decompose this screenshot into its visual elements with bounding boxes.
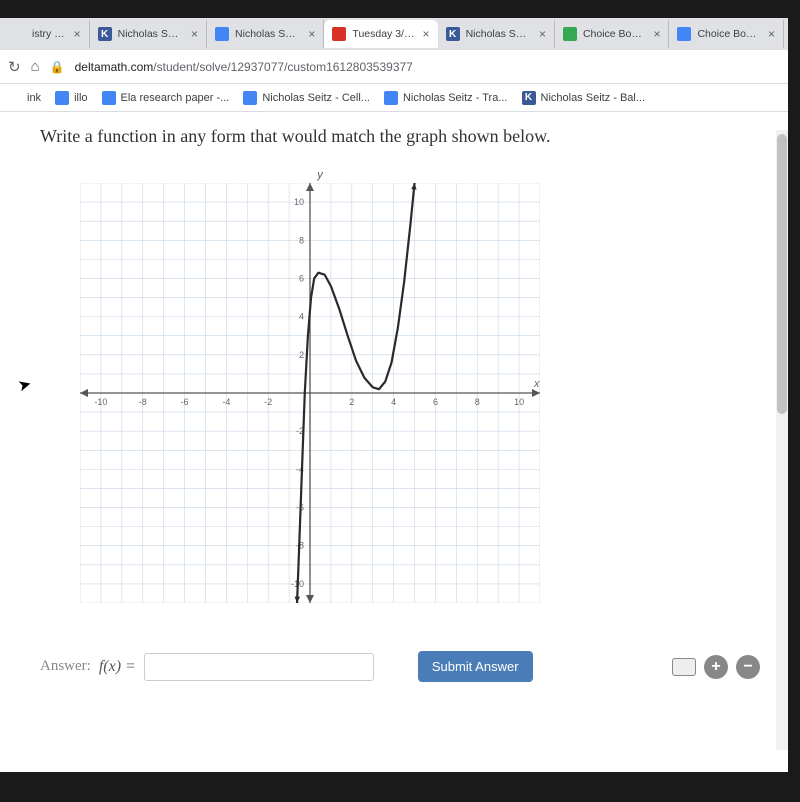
tab-close-icon[interactable]: × <box>423 27 430 41</box>
answer-fx-prefix: f(x) = <box>99 658 136 676</box>
page-content: Write a function in any form that would … <box>0 112 788 772</box>
tab-label: istry - 4 <box>32 28 66 40</box>
tab-favicon: K <box>446 27 460 41</box>
lock-icon: 🔒 <box>50 60 65 74</box>
tab-label: Nicholas Seitz <box>466 28 531 40</box>
tab-close-icon[interactable]: × <box>191 27 198 41</box>
tab-favicon <box>215 27 229 41</box>
browser-tab[interactable]: K Nicholas Seitz × <box>90 20 207 48</box>
tab-close-icon[interactable]: × <box>539 27 546 41</box>
svg-text:4: 4 <box>299 312 304 322</box>
bookmark-item[interactable]: ink <box>8 91 41 105</box>
bookmark-label: Nicholas Seitz - Cell... <box>262 92 370 104</box>
bookmark-favicon <box>243 91 257 105</box>
answer-row: Answer: f(x) = Submit Answer + − <box>40 651 760 682</box>
svg-text:-6: -6 <box>181 397 189 407</box>
browser-tab[interactable]: Choice Board × <box>555 20 670 48</box>
svg-text:2: 2 <box>299 350 304 360</box>
answer-input[interactable] <box>144 653 374 681</box>
y-axis-label: y <box>80 169 550 181</box>
bookmark-item[interactable]: K Nicholas Seitz - Bal... <box>522 91 646 105</box>
browser-tab[interactable]: Nicholas Seitz × <box>207 20 324 48</box>
svg-text:8: 8 <box>475 397 480 407</box>
bookmark-item[interactable]: Nicholas Seitz - Tra... <box>384 91 508 105</box>
browser-chrome: istry - 4×KNicholas Seitz×Nicholas Seitz… <box>0 18 788 772</box>
svg-text:-4: -4 <box>222 397 230 407</box>
svg-text:10: 10 <box>294 197 304 207</box>
bookmark-label: ink <box>27 92 41 104</box>
tab-close-icon[interactable]: × <box>653 27 660 41</box>
tab-favicon <box>563 27 577 41</box>
vertical-scrollbar[interactable] <box>776 130 788 750</box>
tab-label: Choice Board <box>697 28 760 40</box>
bookmark-item[interactable]: Nicholas Seitz - Cell... <box>243 91 370 105</box>
svg-text:10: 10 <box>514 397 524 407</box>
svg-text:6: 6 <box>299 273 304 283</box>
svg-text:-2: -2 <box>264 397 272 407</box>
tab-favicon: K <box>98 27 112 41</box>
svg-text:-10: -10 <box>94 397 107 407</box>
browser-tab[interactable]: Choice Board × <box>669 20 784 48</box>
bookmark-favicon <box>55 91 69 105</box>
keyboard-icon[interactable] <box>672 658 696 676</box>
minus-icon[interactable]: − <box>736 655 760 679</box>
address-url[interactable]: deltamath.com/student/solve/12937077/cus… <box>75 60 413 74</box>
scrollbar-thumb[interactable] <box>777 134 787 414</box>
tab-label: Tuesday 3/16 <box>352 28 414 40</box>
bookmarks-bar: ink illo Ela research paper -... Nicholas S… <box>0 84 788 112</box>
bookmark-label: Nicholas Seitz - Bal... <box>541 92 646 104</box>
home-icon[interactable]: ⌂ <box>31 58 40 75</box>
tab-label: Nicholas Seitz <box>118 28 183 40</box>
bookmark-item[interactable]: illo <box>55 91 87 105</box>
tab-close-icon[interactable]: × <box>768 27 775 41</box>
tab-favicon <box>332 27 346 41</box>
browser-tab[interactable]: K Nicholas Seitz × <box>438 20 555 48</box>
graph-container: y -10-8-6-4-2246810-10-8-6-4-2246810x <box>80 169 550 603</box>
bookmark-favicon <box>384 91 398 105</box>
reload-icon[interactable]: ↻ <box>8 58 21 76</box>
tab-favicon <box>677 27 691 41</box>
question-prompt: Write a function in any form that would … <box>40 126 760 147</box>
address-bar-row: ↻ ⌂ 🔒 deltamath.com/student/solve/129370… <box>0 50 788 84</box>
svg-text:6: 6 <box>433 397 438 407</box>
function-graph: -10-8-6-4-2246810-10-8-6-4-2246810x <box>80 183 540 603</box>
tab-strip: istry - 4×KNicholas Seitz×Nicholas Seitz… <box>0 18 788 50</box>
svg-text:x: x <box>533 378 540 390</box>
browser-tab[interactable]: Tuesday 3/16 × <box>324 20 437 48</box>
tab-label: Nicholas Seitz <box>235 28 300 40</box>
answer-label: Answer: <box>40 658 91 675</box>
tab-label: Choice Board <box>583 28 646 40</box>
tab-favicon <box>12 27 26 41</box>
plus-icon[interactable]: + <box>704 655 728 679</box>
bookmark-label: illo <box>74 92 87 104</box>
input-helper-icons: + − <box>672 655 760 679</box>
tab-close-icon[interactable]: × <box>308 27 315 41</box>
svg-text:2: 2 <box>349 397 354 407</box>
browser-tab[interactable]: istry - 4 × <box>4 20 90 48</box>
svg-text:-8: -8 <box>139 397 147 407</box>
svg-text:8: 8 <box>299 235 304 245</box>
bookmark-favicon: K <box>522 91 536 105</box>
svg-text:4: 4 <box>391 397 396 407</box>
tab-close-icon[interactable]: × <box>74 27 81 41</box>
bookmark-label: Ela research paper -... <box>121 92 230 104</box>
bookmark-item[interactable]: Ela research paper -... <box>102 91 230 105</box>
bookmark-label: Nicholas Seitz - Tra... <box>403 92 508 104</box>
submit-answer-button[interactable]: Submit Answer <box>418 651 533 682</box>
bookmark-favicon <box>8 91 22 105</box>
bookmark-favicon <box>102 91 116 105</box>
